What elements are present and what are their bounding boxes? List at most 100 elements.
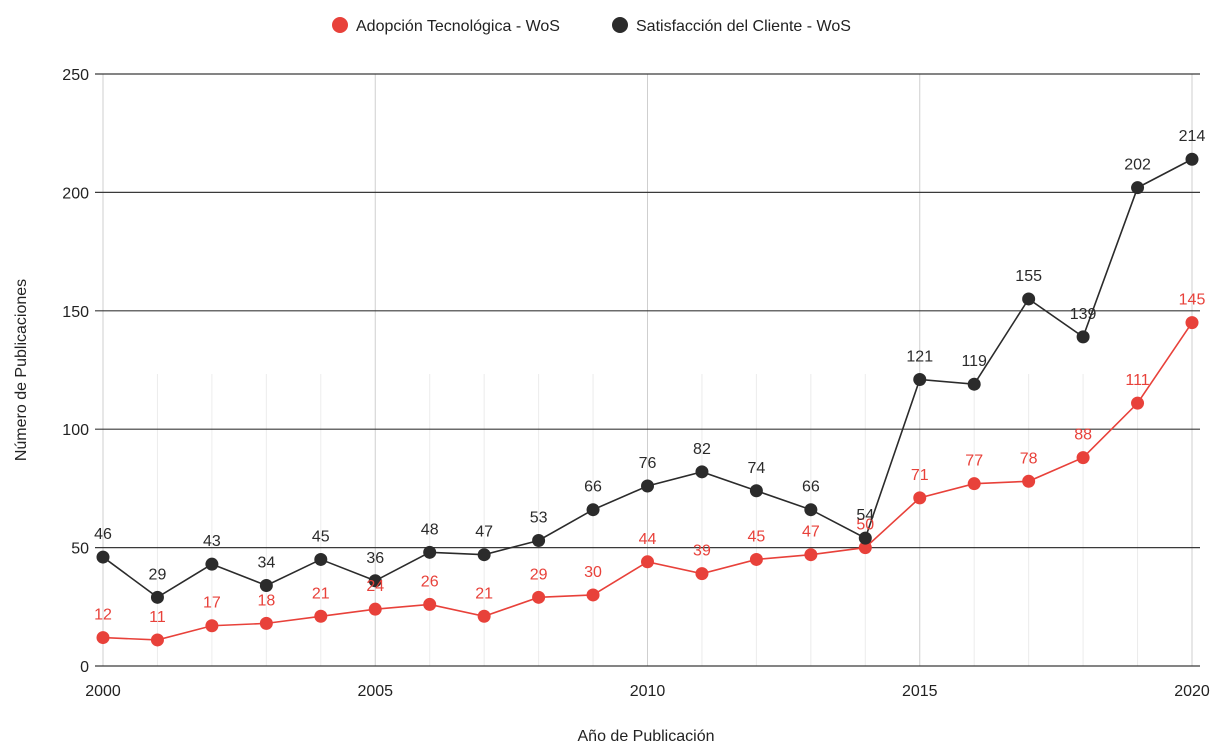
data-point-1-2008[interactable] <box>532 533 546 547</box>
data-point-0-2006[interactable] <box>423 597 437 611</box>
data-point-1-2010[interactable] <box>641 479 654 493</box>
data-label-1-2014: 54 <box>856 507 874 524</box>
data-point-1-2016[interactable] <box>967 377 981 391</box>
data-point-0-2000[interactable] <box>96 631 110 645</box>
x-tick-label-2005: 2005 <box>357 683 393 700</box>
data-label-0-2011: 39 <box>693 543 711 560</box>
data-point-0-2013[interactable] <box>804 548 818 562</box>
data-point-1-2015[interactable] <box>913 372 927 386</box>
data-label-0-2009: 30 <box>584 564 602 581</box>
legend: Adopción Tecnológica - WoS Satisfacción d… <box>332 17 851 35</box>
y-tick-label-100: 100 <box>62 422 89 439</box>
data-point-0-2009[interactable] <box>586 588 600 602</box>
y-tick-label-0: 0 <box>80 659 89 676</box>
data-point-1-2018[interactable] <box>1076 330 1090 344</box>
data-label-0-2000: 12 <box>94 607 112 624</box>
x-tick-label-2010: 2010 <box>630 683 666 700</box>
data-point-0-2018[interactable] <box>1076 451 1090 465</box>
data-label-1-2020: 214 <box>1179 128 1206 145</box>
data-point-1-2011[interactable] <box>695 465 709 479</box>
data-point-1-2017[interactable] <box>1022 292 1036 306</box>
data-label-1-2005: 36 <box>366 550 384 567</box>
data-point-0-2012[interactable] <box>749 552 763 566</box>
legend-marker-1 <box>612 17 628 33</box>
data-label-1-2010: 76 <box>639 455 657 472</box>
data-point-1-2004[interactable] <box>314 552 328 566</box>
data-label-0-2007: 21 <box>475 585 493 602</box>
data-label-0-2006: 26 <box>421 573 439 590</box>
x-tick-label-2020: 2020 <box>1174 683 1210 700</box>
data-label-0-2002: 17 <box>203 595 221 612</box>
data-label-1-2015: 121 <box>906 348 933 365</box>
y-tick-label-150: 150 <box>62 304 89 321</box>
data-point-0-2019[interactable] <box>1131 396 1145 410</box>
data-point-1-2014[interactable] <box>858 531 872 545</box>
data-point-1-2005[interactable] <box>368 574 382 588</box>
data-label-1-2017: 155 <box>1015 268 1042 285</box>
data-point-0-2003[interactable] <box>259 616 273 630</box>
data-point-1-2006[interactable] <box>423 545 437 559</box>
data-point-0-2007[interactable] <box>477 609 491 623</box>
y-tick-label-200: 200 <box>62 185 89 202</box>
data-point-1-2002[interactable] <box>205 557 219 571</box>
data-point-0-2010[interactable] <box>641 555 654 569</box>
data-point-0-2008[interactable] <box>532 590 546 604</box>
data-label-1-2006: 48 <box>421 521 439 538</box>
data-label-0-2005: 24 <box>366 578 384 595</box>
data-point-1-2020[interactable] <box>1185 152 1199 166</box>
data-label-0-2020: 145 <box>1179 292 1206 309</box>
data-label-1-2007: 47 <box>475 524 493 541</box>
data-label-0-2019: 111 <box>1125 372 1149 389</box>
data-label-1-2012: 74 <box>748 460 766 477</box>
data-label-1-2013: 66 <box>802 479 820 496</box>
data-point-0-2015[interactable] <box>913 491 927 505</box>
x-tick-label-2000: 2000 <box>85 683 121 700</box>
data-point-1-2012[interactable] <box>749 484 763 498</box>
data-point-1-2000[interactable] <box>96 550 110 564</box>
data-point-1-2009[interactable] <box>586 503 600 517</box>
data-label-0-2010: 44 <box>639 531 657 548</box>
data-point-0-2020[interactable] <box>1185 316 1199 330</box>
data-point-0-2002[interactable] <box>205 619 219 633</box>
y-tick-label-50: 50 <box>71 541 89 558</box>
data-label-1-2004: 45 <box>312 528 330 545</box>
x-tick-label-2015: 2015 <box>902 683 938 700</box>
data-point-0-2001[interactable] <box>150 633 164 647</box>
data-label-1-2011: 82 <box>693 441 711 458</box>
data-point-0-2011[interactable] <box>695 567 709 581</box>
data-label-0-2018: 88 <box>1074 427 1092 444</box>
legend-marker-0 <box>332 17 348 33</box>
data-point-0-2004[interactable] <box>314 609 328 623</box>
data-label-0-2001: 11 <box>149 609 166 626</box>
data-point-1-2019[interactable] <box>1131 181 1145 195</box>
data-point-0-2005[interactable] <box>368 602 382 616</box>
data-label-0-2013: 47 <box>802 524 820 541</box>
data-point-1-2003[interactable] <box>259 578 273 592</box>
data-label-0-2017: 78 <box>1020 450 1038 467</box>
data-point-0-2017[interactable] <box>1022 474 1036 488</box>
grid <box>95 73 1200 667</box>
data-label-1-2016: 119 <box>961 353 987 370</box>
data-point-1-2013[interactable] <box>804 503 818 517</box>
data-label-1-2001: 29 <box>149 566 167 583</box>
data-point-0-2016[interactable] <box>967 477 981 491</box>
data-label-0-2015: 71 <box>911 467 929 484</box>
y-tick-label-250: 250 <box>62 67 89 84</box>
data-label-1-2019: 202 <box>1124 157 1151 174</box>
data-label-1-2003: 34 <box>257 554 275 571</box>
data-label-0-2012: 45 <box>748 528 766 545</box>
data-label-1-2000: 46 <box>94 526 112 543</box>
y-axis-title: Número de Publicaciones <box>13 279 30 461</box>
data-label-1-2018: 139 <box>1070 306 1097 323</box>
data-point-1-2007[interactable] <box>477 548 491 562</box>
data-point-0-2014[interactable] <box>858 541 872 555</box>
data-label-0-2014: 50 <box>856 517 874 534</box>
series-points <box>96 152 1199 647</box>
data-label-0-2003: 18 <box>257 592 275 609</box>
data-labels: 12 11 17 18 21 24 26 21 29 30 44 39 45 47 50 71 77 78 88 11… <box>94 128 1205 626</box>
legend-label-1: Satisfacción del Cliente - WoS <box>636 18 851 35</box>
x-axis-title: Año de Publicación <box>578 728 715 745</box>
data-point-1-2001[interactable] <box>150 590 164 604</box>
